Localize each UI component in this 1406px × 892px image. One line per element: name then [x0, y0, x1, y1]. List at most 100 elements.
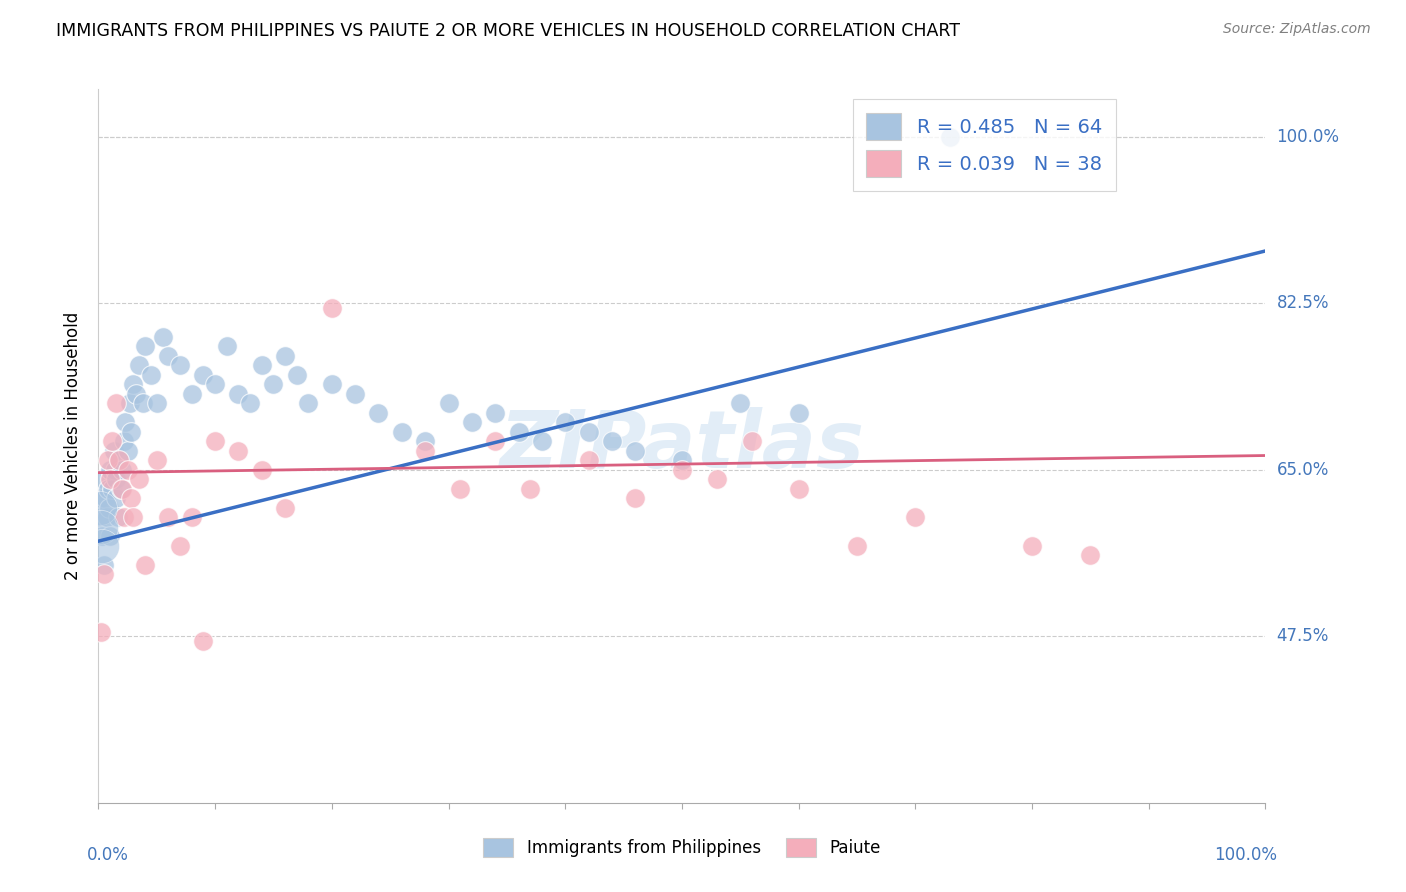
Point [413, 434, 436, 449]
Legend: Immigrants from Philippines, Paiute: Immigrants from Philippines, Paiute [475, 830, 889, 866]
Point [89, 491, 111, 506]
Point [117, 443, 139, 458]
Point [93, 567, 115, 582]
Text: 65.0%: 65.0% [1277, 461, 1329, 479]
Point [134, 339, 156, 353]
Point [97, 482, 120, 496]
Point [101, 482, 124, 496]
Point [180, 386, 202, 401]
Point [118, 396, 141, 410]
Point [508, 425, 530, 439]
Point [112, 510, 135, 524]
Point [578, 453, 600, 467]
Point [152, 329, 174, 343]
Point [108, 453, 131, 467]
Point [104, 472, 127, 486]
Point [104, 463, 127, 477]
Point [484, 434, 506, 449]
Point [239, 396, 262, 410]
Point [228, 443, 250, 458]
Point [169, 358, 191, 372]
Point [274, 500, 297, 515]
Point [262, 377, 284, 392]
Point [90, 529, 112, 543]
Point [111, 463, 134, 477]
Point [101, 434, 124, 449]
Point [122, 510, 145, 524]
Point [157, 349, 180, 363]
Point [104, 396, 127, 410]
Point [344, 386, 367, 401]
Point [157, 510, 180, 524]
Point [98, 463, 121, 477]
Point [600, 434, 623, 449]
Point [413, 443, 436, 458]
Point [391, 425, 413, 439]
Point [91, 472, 114, 486]
Point [204, 377, 226, 392]
Point [97, 500, 120, 515]
Point [110, 482, 132, 496]
Text: 82.5%: 82.5% [1277, 294, 1329, 312]
Point [367, 406, 389, 420]
Point [215, 339, 238, 353]
Point [578, 425, 600, 439]
Point [98, 472, 121, 486]
Point [146, 453, 169, 467]
Point [671, 453, 693, 467]
Point [437, 396, 460, 410]
Point [112, 434, 135, 449]
Point [97, 453, 120, 467]
Point [120, 491, 142, 506]
Point [846, 539, 869, 553]
Point [90, 510, 112, 524]
Point [180, 510, 202, 524]
Point [449, 482, 471, 496]
Point [671, 463, 693, 477]
Point [228, 386, 250, 401]
Point [787, 482, 810, 496]
Point [297, 396, 319, 410]
Point [554, 415, 576, 429]
Point [730, 396, 752, 410]
Point [204, 434, 226, 449]
Text: Source: ZipAtlas.com: Source: ZipAtlas.com [1223, 22, 1371, 37]
Text: IMMIGRANTS FROM PHILIPPINES VS PAIUTE 2 OR MORE VEHICLES IN HOUSEHOLD CORRELATIO: IMMIGRANTS FROM PHILIPPINES VS PAIUTE 2 … [56, 22, 960, 40]
Y-axis label: 2 or more Vehicles in Household: 2 or more Vehicles in Household [65, 312, 83, 580]
Point [193, 368, 215, 382]
Point [1021, 539, 1043, 553]
Point [169, 539, 191, 553]
Text: 0.0%: 0.0% [87, 846, 128, 863]
Point [250, 358, 273, 372]
Point [787, 406, 810, 420]
Point [139, 368, 162, 382]
Point [132, 396, 155, 410]
Point [90, 539, 112, 553]
Point [1080, 549, 1102, 563]
Point [519, 482, 541, 496]
Point [530, 434, 553, 449]
Point [285, 368, 308, 382]
Text: 100.0%: 100.0% [1213, 846, 1277, 863]
Point [939, 129, 962, 144]
Point [111, 482, 134, 496]
Point [98, 529, 121, 543]
Point [104, 491, 127, 506]
Point [624, 491, 647, 506]
Point [90, 624, 112, 639]
Point [117, 463, 139, 477]
Text: 47.5%: 47.5% [1277, 627, 1329, 645]
Point [96, 510, 118, 524]
Point [321, 377, 343, 392]
Point [193, 634, 215, 648]
Point [250, 463, 273, 477]
Point [128, 358, 150, 372]
Point [274, 349, 297, 363]
Point [93, 558, 115, 572]
Point [484, 406, 506, 420]
Point [128, 472, 150, 486]
Point [904, 510, 927, 524]
Point [103, 443, 125, 458]
Point [114, 415, 136, 429]
Point [624, 443, 647, 458]
